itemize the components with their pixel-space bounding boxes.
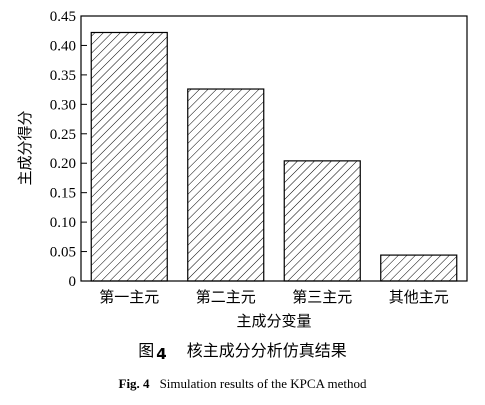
y-axis-label: 主成分得分 <box>16 110 34 185</box>
y-tick-label: 0.45 <box>50 9 76 25</box>
x-tick-label: 其他主元 <box>389 288 449 306</box>
figure-caption-english: Fig. 4 Simulation results of the KPCA met… <box>0 376 485 392</box>
y-tick-label: 0.30 <box>50 97 76 113</box>
caption-en-title: Simulation results of the KPCA method <box>159 376 367 391</box>
bar <box>90 31 168 282</box>
caption-cn-number: 4 <box>156 345 167 363</box>
y-tick-label: 0.15 <box>50 186 76 202</box>
x-tick-label: 第三主元 <box>292 288 352 306</box>
y-tick-label: 0 <box>69 274 77 290</box>
bar <box>283 160 361 282</box>
bar-chart: 0 0.05 0.10 0.15 0.20 0.25 0.30 0.35 0.40 0.45 第一… <box>16 9 468 330</box>
figure-caption-chinese: 图 4 核主成分分析仿真结果 <box>0 337 485 363</box>
caption-cn-prefix: 图 <box>138 341 155 360</box>
x-axis-label: 主成分变量 <box>236 312 311 330</box>
caption-en-label: Fig. 4 <box>118 376 150 391</box>
y-tick-label: 0.35 <box>50 68 76 84</box>
y-tick-label: 0.05 <box>50 245 76 261</box>
caption-cn-title: 核主成分分析仿真结果 <box>186 341 347 360</box>
plot-area <box>80 15 468 282</box>
x-tick-label: 第二主元 <box>196 288 256 306</box>
y-tick-label: 0.20 <box>50 156 76 172</box>
bar <box>380 254 458 282</box>
x-tick-label: 第一主元 <box>99 288 159 306</box>
y-tick-label: 0.25 <box>50 127 76 143</box>
y-tick-label: 0.10 <box>50 215 76 231</box>
y-tick-label: 0.40 <box>50 38 76 54</box>
bar <box>187 88 265 282</box>
